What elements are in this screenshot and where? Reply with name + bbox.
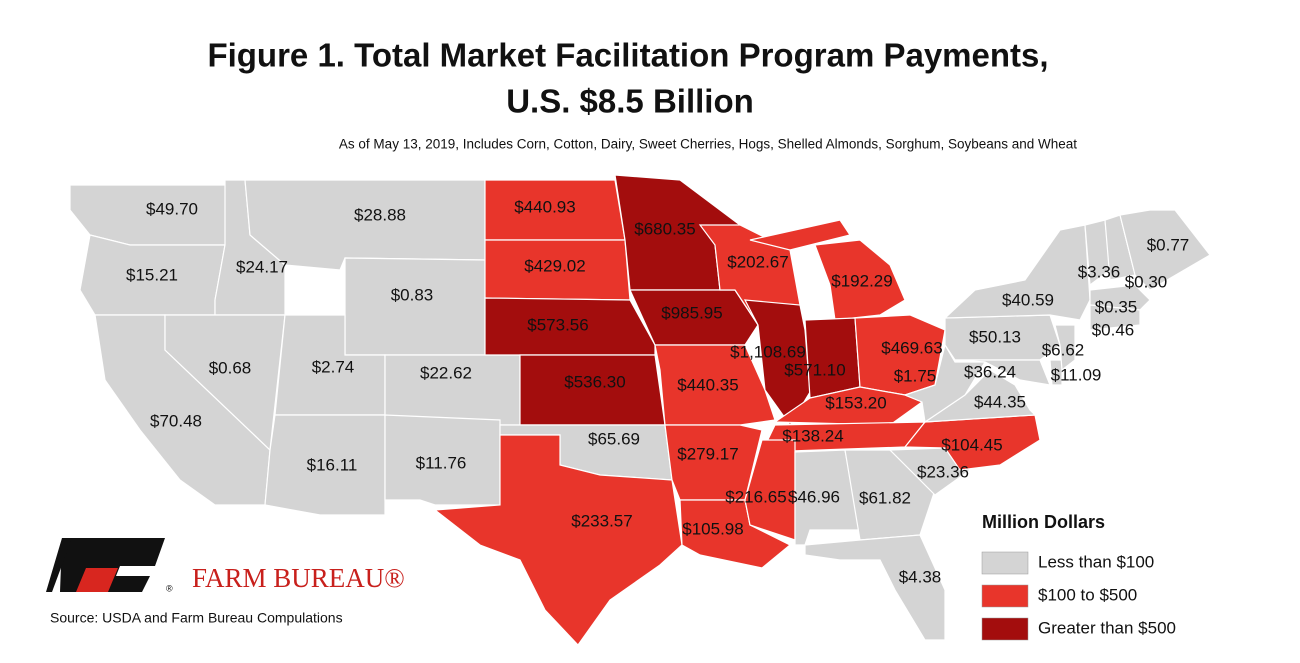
- logo-registered: ®: [166, 583, 173, 593]
- state: [1089, 304, 1141, 331]
- value-label: $11.76: [416, 453, 467, 472]
- value-label: $105.98: [682, 519, 743, 538]
- logo: [46, 538, 165, 592]
- logo-shape: [60, 538, 165, 592]
- value-label: $429.02: [524, 256, 585, 275]
- value-label: $36.24: [964, 362, 1016, 381]
- value-label: $11.09: [1051, 365, 1102, 384]
- value-label: $0.35: [1095, 297, 1138, 316]
- title-line: U.S. $8.5 Billion: [506, 83, 754, 120]
- value-label: $1.75: [894, 366, 937, 385]
- legend-title: Million Dollars: [982, 512, 1105, 532]
- value-label: $985.95: [661, 303, 722, 322]
- value-label: $573.56: [527, 315, 588, 334]
- value-label: $24.17: [236, 257, 288, 276]
- label-layer: $49.70 $15.21 $24.17 $28.88 $0.83 $70.48 $0.68…: [126, 197, 1189, 586]
- brand-name: FARM BUREAU®: [192, 563, 405, 593]
- value-label: $0.30: [1125, 272, 1168, 291]
- value-label: $65.69: [588, 429, 640, 448]
- value-label: $4.38: [899, 567, 942, 586]
- value-label: $440.35: [677, 375, 738, 394]
- value-label: $15.21: [126, 265, 178, 284]
- value-label: $61.82: [859, 488, 911, 507]
- value-label: $0.46: [1092, 320, 1135, 339]
- state: [1089, 284, 1151, 311]
- legend-label: Greater than $500: [1038, 618, 1176, 637]
- value-label: $104.45: [941, 435, 1002, 454]
- legend-label: $100 to $500: [1038, 585, 1137, 604]
- value-label: $50.13: [969, 327, 1021, 346]
- state: [749, 219, 906, 321]
- value-label: $233.57: [571, 511, 632, 530]
- value-label: $0.83: [391, 285, 434, 304]
- value-label: $202.67: [727, 252, 788, 271]
- value-label: $40.59: [1002, 290, 1054, 309]
- state: [1054, 324, 1076, 372]
- value-label: $0.77: [1147, 235, 1190, 254]
- state: [744, 439, 796, 541]
- value-label: $44.35: [974, 392, 1026, 411]
- value-label: $192.29: [831, 271, 892, 290]
- legend-swatch: [981, 584, 1029, 608]
- subtitle: As of May 13, 2019, Includes Corn, Cotto…: [339, 137, 1077, 152]
- value-label: $22.62: [420, 363, 472, 382]
- state: [629, 289, 759, 346]
- value-label: $469.63: [881, 338, 942, 357]
- value-label: $138.24: [782, 426, 843, 445]
- logo-stripe: [76, 568, 118, 592]
- value-label: $6.62: [1042, 340, 1085, 359]
- value-label: $28.88: [354, 205, 406, 224]
- state-layer: [69, 174, 1211, 646]
- state: [954, 359, 1051, 386]
- logo-shape: [46, 538, 72, 592]
- state: [804, 534, 946, 641]
- value-label: $49.70: [146, 199, 198, 218]
- value-label: $70.48: [150, 411, 202, 430]
- value-label: $216.65: [725, 487, 786, 506]
- source: Source: USDA and Farm Bureau Compulation…: [50, 610, 343, 626]
- title-line: Figure 1. Total Market Facilitation Prog…: [207, 37, 1048, 74]
- legend-swatch: [981, 551, 1029, 575]
- legend-label: Less than $100: [1038, 552, 1154, 571]
- value-label: $536.30: [564, 372, 625, 391]
- state: [433, 434, 683, 646]
- value-label: $2.74: [312, 357, 355, 376]
- value-label: $0.68: [209, 358, 252, 377]
- state: [484, 297, 656, 356]
- value-label: $153.20: [825, 393, 886, 412]
- value-label: $571.10: [784, 360, 845, 379]
- value-label: $23.36: [917, 462, 969, 481]
- state: [654, 344, 776, 426]
- value-label: $279.17: [677, 444, 738, 463]
- legend-swatch: [981, 617, 1029, 641]
- value-label: $680.35: [634, 219, 695, 238]
- state: [804, 317, 861, 399]
- value-label: $16.11: [307, 455, 358, 474]
- value-label: $46.96: [788, 487, 840, 506]
- state: [888, 447, 971, 496]
- state: [384, 414, 501, 506]
- value-label: $440.93: [514, 197, 575, 216]
- state: [344, 257, 486, 356]
- state: [1049, 359, 1063, 386]
- value-label: $3.36: [1078, 262, 1121, 281]
- legend: Less than $100 $100 to $500 Greater than $…: [981, 551, 1176, 641]
- state: [1119, 209, 1211, 291]
- value-label: $1,108.69: [730, 342, 806, 361]
